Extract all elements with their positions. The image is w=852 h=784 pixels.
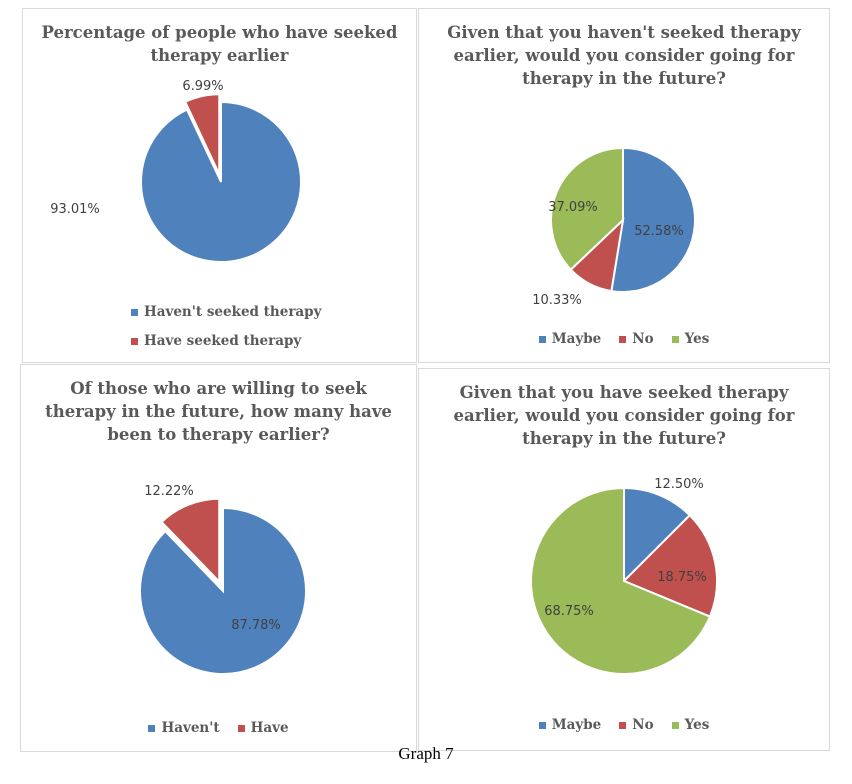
data-label: 87.78% xyxy=(231,618,281,633)
legend-swatch xyxy=(671,335,679,343)
data-label: 12.22% xyxy=(144,484,194,499)
legend-swatch xyxy=(671,721,679,729)
legend-item: Have seeked therapy xyxy=(131,333,416,349)
legend-item: No xyxy=(619,331,654,347)
data-label: 93.01% xyxy=(50,202,100,217)
legend-label: Yes xyxy=(684,331,710,347)
pie-slice-yes xyxy=(550,146,624,271)
data-label: 37.09% xyxy=(548,200,598,215)
pie-slice-haven-t xyxy=(139,506,307,675)
pie-slice-have-seeked-therapy xyxy=(183,93,221,175)
chart-legend: Maybe No Yes xyxy=(419,331,829,347)
legend-swatch xyxy=(131,337,138,345)
chart-panel-willing-seek: Of those who are willing to seek therapy… xyxy=(20,364,417,752)
chart-panel-seeked-future: Given that you have seeked therapy earli… xyxy=(418,368,830,751)
data-label: 10.33% xyxy=(532,293,582,308)
legend-label: Haven't xyxy=(161,720,220,736)
chart-title: Of those who are willing to seek therapy… xyxy=(45,379,392,444)
legend-item: Maybe xyxy=(538,717,602,733)
legend-item: Maybe xyxy=(538,331,602,347)
data-label: 12.50% xyxy=(654,477,704,492)
chart-panel-seeked-earlier: Percentage of people who have seeked the… xyxy=(22,8,417,363)
chart-legend: Maybe No Yes xyxy=(419,717,829,733)
legend-item: No xyxy=(619,717,654,733)
legend-label: Have xyxy=(250,720,289,736)
legend-item: Yes xyxy=(671,331,710,347)
pie-chart: 87.78% 12.22% xyxy=(139,484,307,675)
data-label: 52.58% xyxy=(634,224,684,239)
data-label: 6.99% xyxy=(182,79,223,94)
legend-label: Maybe xyxy=(551,331,602,347)
pie-chart: 12.50% 18.75% 68.75% xyxy=(530,477,718,675)
chart-panel-not-seeked-future: Given that you haven't seeked therapy ea… xyxy=(418,8,830,363)
chart-title: Percentage of people who have seeked the… xyxy=(41,23,398,65)
pie-slice-yes xyxy=(530,486,712,675)
pie-slice-maybe xyxy=(623,486,692,584)
chart-title: Given that you have seeked therapy earli… xyxy=(453,383,795,448)
legend-label: No xyxy=(632,331,654,347)
chart-title: Given that you haven't seeked therapy ea… xyxy=(447,23,801,88)
legend-label: Haven't seeked therapy xyxy=(144,304,322,320)
pie-slice-have xyxy=(160,497,221,585)
pie-slice-no xyxy=(622,513,718,618)
legend-swatch xyxy=(131,308,138,316)
data-label: 18.75% xyxy=(657,570,707,585)
chart-legend: Haven't seeked therapy Have seeked thera… xyxy=(23,304,416,349)
legend-label: Yes xyxy=(684,717,710,733)
pie-chart: 52.58% 10.33% 37.09% xyxy=(532,146,696,308)
legend-label: Maybe xyxy=(551,717,602,733)
legend-swatch xyxy=(148,724,156,732)
legend-item: Have xyxy=(237,720,289,736)
legend-label: Have seeked therapy xyxy=(144,333,302,349)
data-label: 68.75% xyxy=(544,604,594,619)
legend-swatch xyxy=(538,335,546,343)
legend-item: Haven't seeked therapy xyxy=(131,304,416,320)
figure-caption: Graph 7 xyxy=(398,744,454,763)
pie-chart: 93.01% 6.99% xyxy=(50,79,302,263)
legend-swatch xyxy=(619,335,627,343)
legend-swatch xyxy=(237,724,245,732)
chart-legend: Haven't Have xyxy=(21,720,416,736)
pie-slice-haven-t-seeked-therapy xyxy=(140,100,302,263)
legend-item: Haven't xyxy=(148,720,220,736)
legend-swatch xyxy=(538,721,546,729)
legend-label: No xyxy=(632,717,654,733)
legend-item: Yes xyxy=(671,717,710,733)
pie-slice-maybe xyxy=(610,146,696,293)
legend-swatch xyxy=(619,721,627,729)
